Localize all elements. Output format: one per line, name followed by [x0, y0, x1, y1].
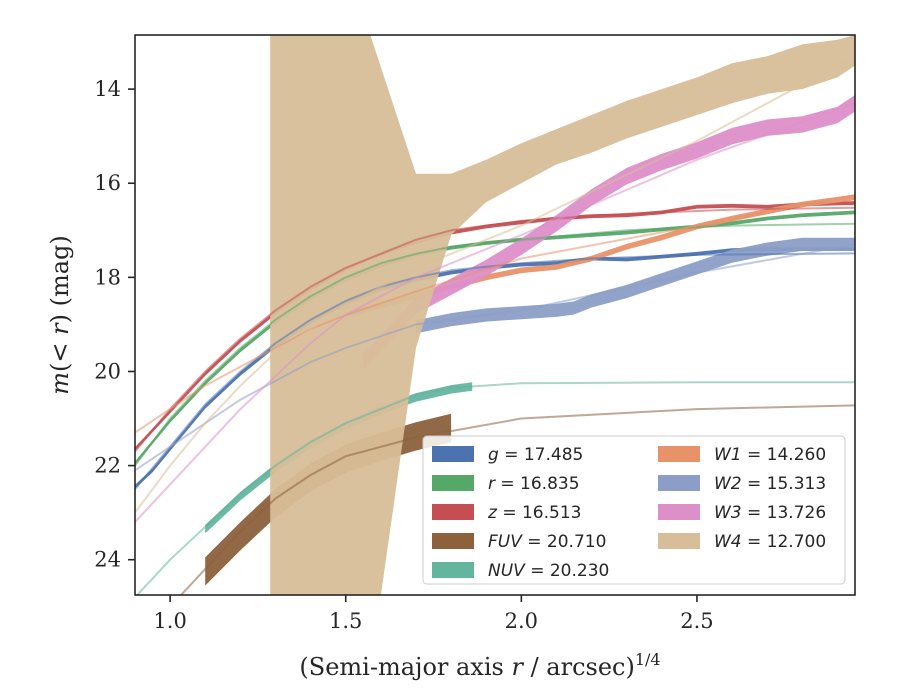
y-tick-label: 24 [94, 548, 121, 572]
legend-label-w4: W4 = 12.700 [714, 532, 826, 552]
legend-swatch-g [432, 446, 474, 462]
legend: g = 17.485 r = 16.835 z = 16.513 FUV = 20.7… [422, 435, 846, 585]
y-tick-label: 20 [94, 359, 121, 383]
legend-label-r: r = 16.835 [488, 474, 580, 494]
y-tick-label: 16 [94, 171, 121, 195]
legend-label-z: z = 16.513 [487, 503, 581, 523]
fit-line-r [135, 222, 855, 467]
fit-line-w4 [135, 55, 855, 514]
y-tick-label: 14 [94, 77, 121, 101]
legend-swatch-r [432, 475, 474, 491]
fit-line-w3 [135, 102, 855, 523]
legend-frame [422, 435, 846, 585]
legend-swatch-w4 [658, 533, 700, 549]
fit-line-g [135, 252, 855, 490]
legend-swatch-nuv [432, 562, 474, 578]
x-tick-label: 2.5 [680, 609, 713, 633]
legend-swatch-w3 [658, 504, 700, 520]
fit-line-nuv [135, 381, 855, 595]
plot-frame [134, 34, 856, 596]
fit-line-layer [135, 55, 855, 595]
legend-swatch-w2 [658, 475, 700, 491]
y-axis-title: m(< r) (mag) [46, 235, 74, 395]
legend-label-w1: W1 = 14.260 [714, 445, 826, 465]
band-w3 [363, 95, 855, 371]
legend-swatch-z [432, 504, 474, 520]
legend-label-fuv: FUV = 20.710 [488, 532, 606, 552]
legend-label-g: g = 17.485 [488, 445, 583, 465]
y-axis-ticks: 14 16 18 20 22 24 [94, 77, 135, 572]
legend-label-w3: W3 = 13.726 [714, 503, 826, 523]
x-tick-label: 2.0 [505, 609, 538, 633]
x-tick-label: 1.5 [329, 609, 362, 633]
x-axis-title: (Semi-major axis r / arcsec)1/4 [299, 650, 660, 681]
x-tick-label: 1.0 [153, 609, 186, 633]
legend-swatch-w1 [658, 446, 700, 462]
x-axis-ticks: 1.0 1.5 2.0 2.5 [153, 595, 714, 633]
fit-line-z [135, 206, 855, 453]
legend-label-w2: W2 = 15.313 [714, 474, 826, 494]
band-w1 [345, 194, 855, 318]
y-tick-label: 22 [94, 454, 121, 478]
legend-label-nuv: NUV = 20.230 [488, 561, 609, 581]
band-w4 [270, 35, 855, 595]
fit-line-w2 [135, 243, 855, 472]
legend-swatch-fuv [432, 533, 474, 549]
y-tick-label: 18 [94, 265, 121, 289]
fit-line-fuv [179, 404, 855, 595]
